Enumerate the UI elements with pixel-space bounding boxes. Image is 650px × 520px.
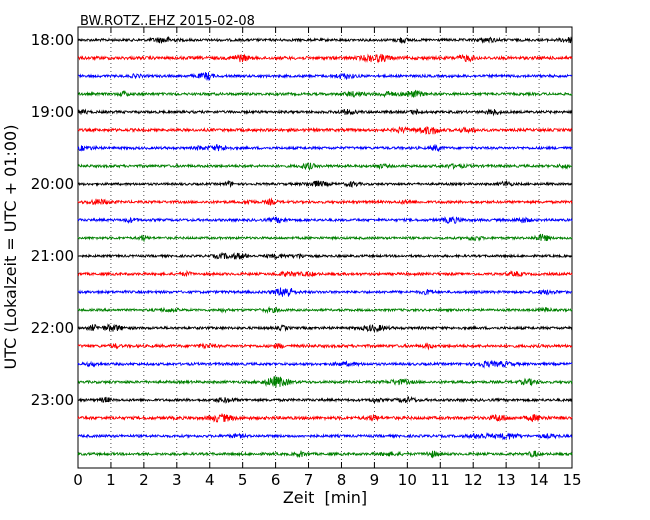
trace-line bbox=[77, 359, 573, 369]
trace-line bbox=[77, 215, 573, 225]
x-tick-label: 8 bbox=[337, 471, 347, 489]
x-tick-label: 15 bbox=[562, 471, 581, 489]
trace-line bbox=[77, 53, 573, 64]
x-axis-label: Zeit [min] bbox=[283, 488, 367, 507]
trace-line bbox=[77, 413, 573, 423]
y-tick-label: 19:00 bbox=[31, 103, 74, 121]
y-tick-label: 21:00 bbox=[31, 247, 74, 265]
y-tick-label: 20:00 bbox=[31, 175, 74, 193]
y-axis-ticks: 18:00 19:00 20:00 21:00 22:00 23:00 bbox=[31, 31, 572, 409]
y-axis-label: UTC (Lokalzeit = UTC + 01:00) bbox=[1, 125, 20, 370]
x-tick-label: 10 bbox=[398, 471, 417, 489]
trace-line bbox=[77, 72, 573, 81]
trace-line bbox=[77, 431, 573, 441]
trace-line bbox=[77, 287, 573, 297]
x-tick-label: 14 bbox=[530, 471, 549, 489]
y-tick-label: 23:00 bbox=[31, 391, 74, 409]
trace-line bbox=[77, 35, 573, 45]
y-tick-label: 18:00 bbox=[31, 31, 74, 49]
x-tick-label: 7 bbox=[304, 471, 314, 489]
trace-line bbox=[77, 89, 573, 99]
chart-title: BW.ROTZ..EHZ 2015-02-08 bbox=[80, 14, 255, 29]
x-tick-label: 5 bbox=[238, 471, 248, 489]
trace-line bbox=[77, 233, 573, 243]
trace-line bbox=[77, 269, 573, 278]
trace-line bbox=[77, 144, 573, 152]
x-tick-label: 12 bbox=[464, 471, 483, 489]
trace-line bbox=[77, 108, 573, 117]
trace-line bbox=[77, 376, 573, 388]
trace-line bbox=[77, 305, 573, 315]
trace-line bbox=[77, 450, 573, 459]
trace-line bbox=[77, 395, 573, 404]
x-axis-ticks: 0 1 2 3 4 5 6 7 8 9 10 11 12 13 14 15 bbox=[73, 27, 582, 489]
trace-line bbox=[77, 251, 573, 260]
x-tick-label: 13 bbox=[497, 471, 516, 489]
x-tick-label: 2 bbox=[139, 471, 149, 489]
x-tick-label: 4 bbox=[205, 471, 215, 489]
x-tick-label: 1 bbox=[106, 471, 116, 489]
x-tick-label: 3 bbox=[172, 471, 182, 489]
trace-line bbox=[77, 179, 573, 188]
trace-line bbox=[77, 161, 573, 171]
grid-lines bbox=[110, 27, 540, 468]
plot-frame bbox=[77, 26, 573, 469]
x-tick-label: 6 bbox=[271, 471, 281, 489]
x-tick-label: 9 bbox=[370, 471, 380, 489]
trace-line bbox=[77, 197, 573, 206]
seismic-traces bbox=[77, 35, 573, 459]
trace-line bbox=[77, 323, 573, 334]
x-tick-label: 0 bbox=[73, 471, 83, 489]
trace-line bbox=[77, 342, 573, 351]
y-tick-label: 22:00 bbox=[31, 319, 74, 337]
x-tick-label: 11 bbox=[431, 471, 450, 489]
trace-line bbox=[77, 126, 573, 135]
